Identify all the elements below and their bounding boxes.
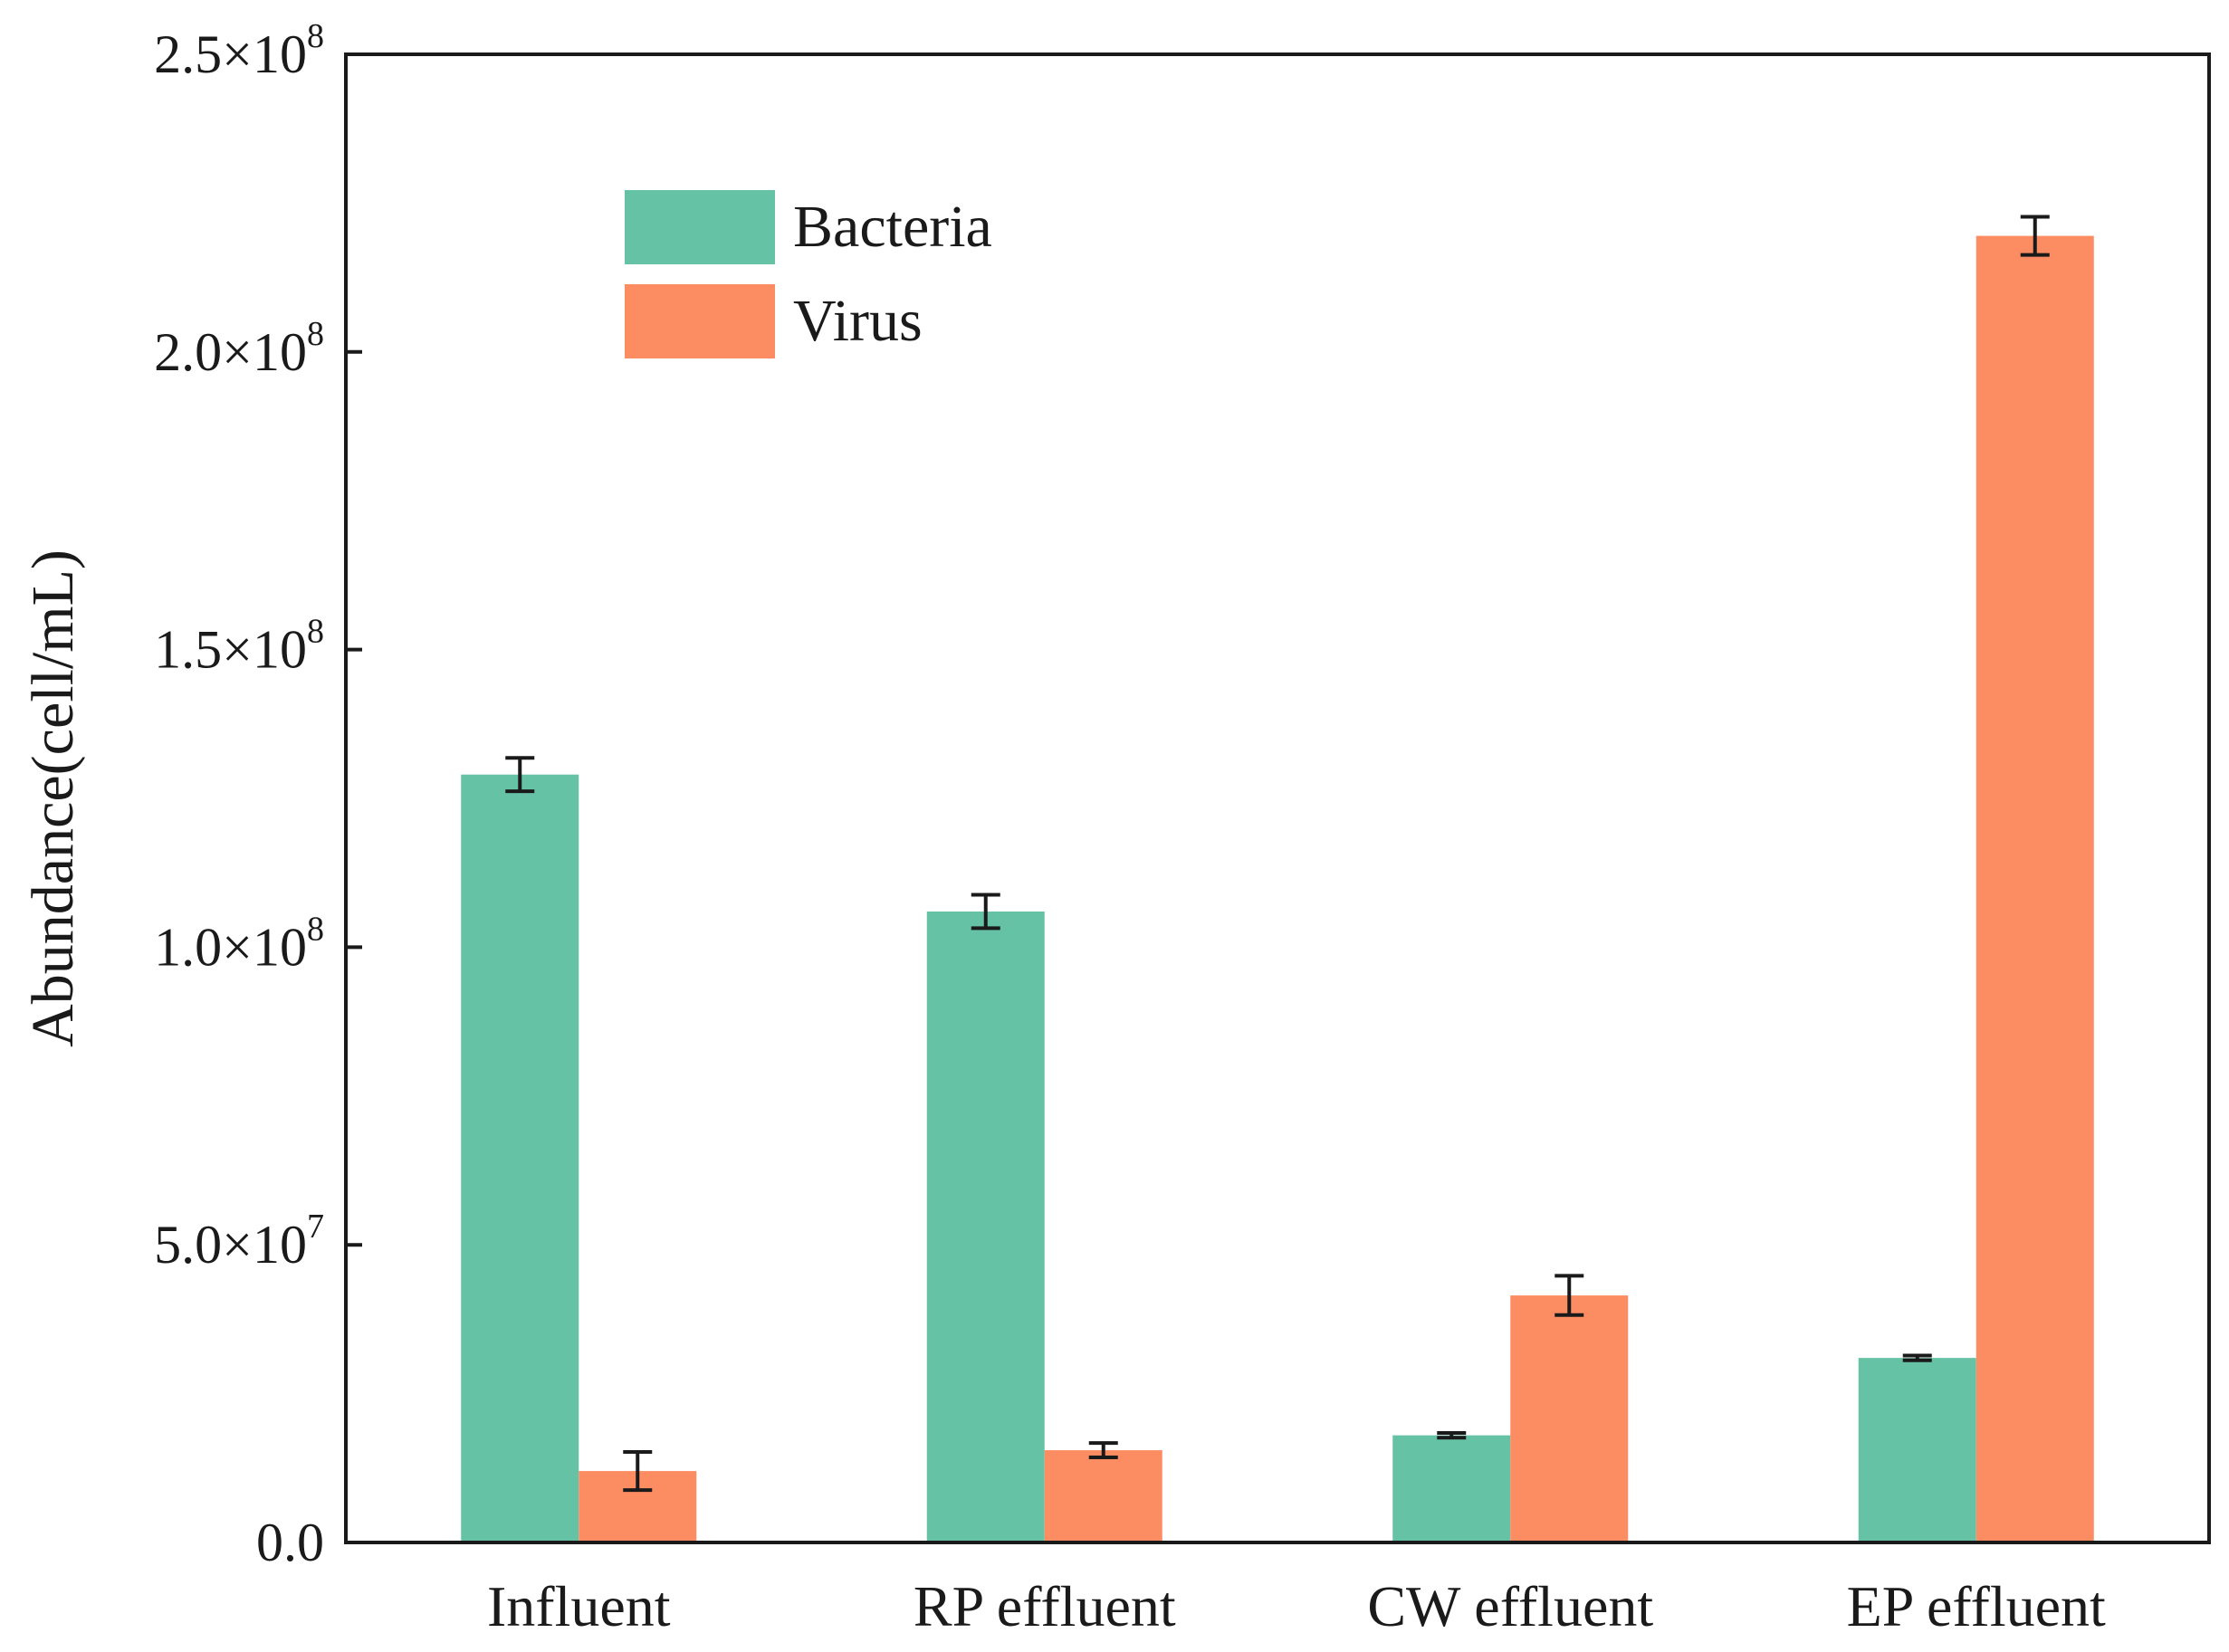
legend-label-bacteria: Bacteria xyxy=(793,194,992,260)
error-bar-virus-2 xyxy=(1088,1441,1118,1459)
error-bar-virus-1 xyxy=(623,1450,653,1493)
y-tick-label: 1.0×108 xyxy=(154,910,324,977)
error-bar-virus-4 xyxy=(2020,215,2050,257)
x-tick-label: EP effluent xyxy=(1847,1574,2106,1638)
error-bar-bacteria-1 xyxy=(505,756,535,794)
bars-layer xyxy=(461,235,2094,1542)
bar-bacteria-3 xyxy=(1392,1435,1511,1542)
error-bar-virus-3 xyxy=(1555,1274,1584,1317)
x-tick-label: RP effluent xyxy=(914,1574,1176,1638)
bar-bacteria-4 xyxy=(1858,1358,1976,1542)
y-tick-label: 5.0×107 xyxy=(154,1208,324,1275)
legend-swatch-virus xyxy=(625,284,775,358)
legend: Bacteria Virus xyxy=(625,190,992,358)
y-tick-label: 2.5×108 xyxy=(154,17,324,84)
bar-bacteria-1 xyxy=(461,774,579,1542)
x-tick-label: CW effluent xyxy=(1367,1574,1653,1638)
y-tick-label: 2.0×108 xyxy=(154,315,324,382)
y-tick-label: 0.0 xyxy=(256,1513,324,1572)
bar-virus-4 xyxy=(1975,235,2094,1542)
error-bars-layer xyxy=(505,215,2050,1493)
bar-bacteria-2 xyxy=(926,911,1045,1542)
bar-virus-3 xyxy=(1510,1295,1629,1542)
x-axis: Influent RP effluent CW effluent EP effluen… xyxy=(487,1574,2106,1638)
x-tick-label: Influent xyxy=(487,1574,671,1638)
bar-virus-2 xyxy=(1044,1450,1162,1542)
error-bar-bacteria-3 xyxy=(1437,1431,1467,1440)
y-axis: 0.0 5.0×107 1.0×108 1.5×108 2.0×108 2.5×108 xyxy=(154,17,362,1572)
legend-swatch-bacteria xyxy=(625,190,775,264)
y-axis-title: Abundance(cell/mL) xyxy=(20,549,86,1047)
error-bar-bacteria-2 xyxy=(971,893,1000,931)
plot-frame xyxy=(344,53,2211,1544)
error-bar-bacteria-4 xyxy=(1902,1353,1932,1362)
y-tick-label: 1.5×108 xyxy=(154,613,324,680)
legend-label-virus: Virus xyxy=(793,288,923,354)
